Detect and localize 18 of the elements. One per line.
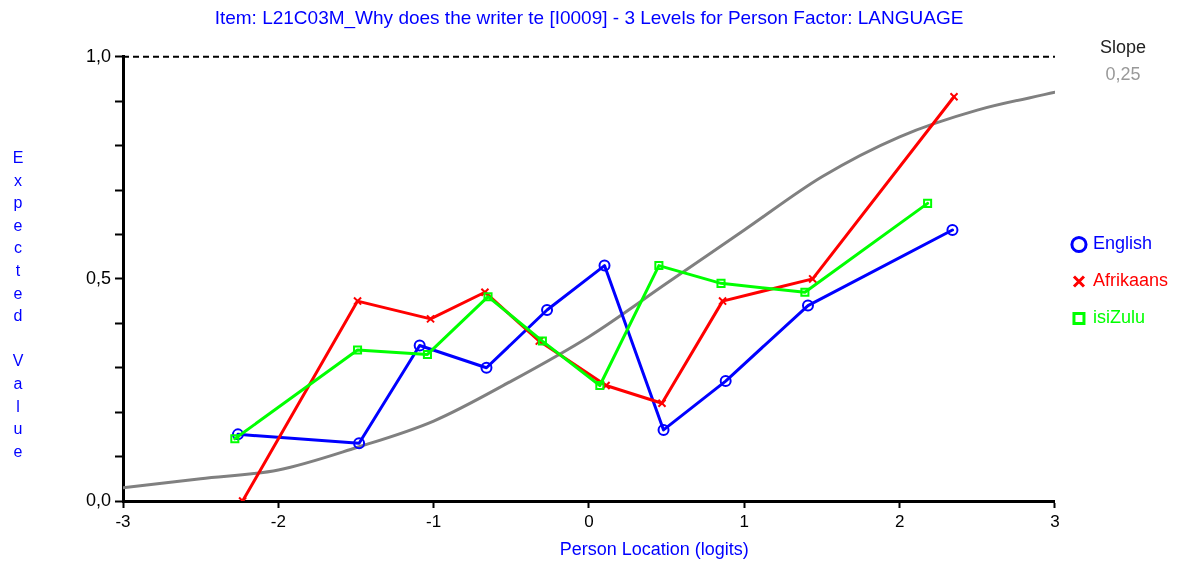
text: Expected Value xyxy=(12,149,24,460)
x-tick-label: -3 xyxy=(115,511,131,531)
text: 0,25 xyxy=(1105,63,1141,84)
legend-label: English xyxy=(1092,233,1153,254)
y-tick-label: 0,0 xyxy=(85,489,111,510)
x-tick-label: 2 xyxy=(894,511,905,531)
legend-label: Afrikaans xyxy=(1092,270,1169,291)
x-tick-label: -2 xyxy=(270,511,286,531)
x-axis-title: Person Location (logits) xyxy=(559,538,749,559)
y-tick-label: 1,0 xyxy=(85,45,111,66)
chart-title: Item: L21C03M_Why does the writer te [I0009] - 3 Levels for Person Factor: LANGUAGE xyxy=(214,6,964,29)
text: Slope xyxy=(1099,36,1146,57)
x-tick-label: -1 xyxy=(426,511,442,531)
x-tick-label: 3 xyxy=(1050,511,1060,531)
y-tick-label: 0,5 xyxy=(85,267,111,288)
x-tick-label: 1 xyxy=(739,511,750,531)
x-tick-label: 0 xyxy=(584,511,594,531)
legend-label: isiZulu xyxy=(1092,307,1145,328)
